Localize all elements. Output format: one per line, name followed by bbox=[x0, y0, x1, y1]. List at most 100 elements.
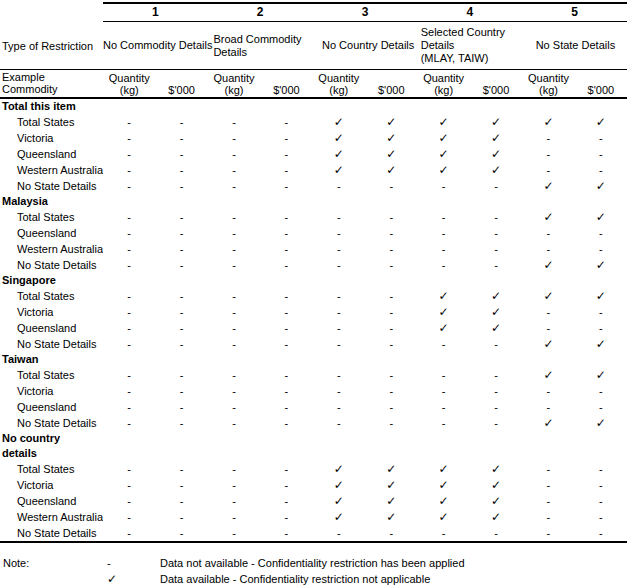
value-header-5: $'000 bbox=[575, 70, 627, 97]
table-row: Victoria---------- bbox=[0, 383, 627, 399]
dash-cell: - bbox=[470, 257, 522, 273]
restriction-label-3: No Country Details bbox=[317, 22, 420, 69]
table-row: Total States----✓✓✓✓✓✓ bbox=[0, 114, 627, 130]
dash-cell: - bbox=[260, 241, 312, 257]
dash-cell: - bbox=[103, 241, 155, 257]
dash-cell: - bbox=[260, 257, 312, 273]
dash-cell: - bbox=[470, 415, 522, 431]
check-cell: ✓ bbox=[470, 288, 522, 304]
row-label: No State Details bbox=[0, 415, 103, 431]
dash-cell: - bbox=[208, 130, 260, 146]
dash-cell: - bbox=[417, 178, 469, 194]
check-cell: ✓ bbox=[313, 162, 365, 178]
check-cell: ✓ bbox=[522, 209, 574, 225]
row-label: No State Details bbox=[0, 525, 103, 541]
dash-cell: - bbox=[155, 304, 207, 320]
table-row: Western Australia----✓✓✓✓-- bbox=[0, 509, 627, 525]
dash-cell: - bbox=[575, 304, 627, 320]
row-cells: --------✓✓ bbox=[103, 336, 627, 352]
note-symbol: ✓ bbox=[103, 571, 160, 587]
note-row: ✓Data available - Confidentiality restri… bbox=[0, 571, 627, 587]
row-cells: ---------- bbox=[103, 383, 627, 399]
dash-cell: - bbox=[260, 383, 312, 399]
check-cell: ✓ bbox=[313, 493, 365, 509]
dash-cell: - bbox=[522, 399, 574, 415]
dash-cell: - bbox=[208, 241, 260, 257]
row-label: Total States bbox=[0, 209, 103, 225]
dash-cell: - bbox=[575, 461, 627, 477]
dash-cell: - bbox=[208, 257, 260, 273]
dash-cell: - bbox=[575, 320, 627, 336]
note-label: Note: bbox=[0, 555, 103, 571]
row-label: Western Australia bbox=[0, 241, 103, 257]
dash-cell: - bbox=[103, 130, 155, 146]
dash-cell: - bbox=[417, 415, 469, 431]
restriction-label-5: No State Details bbox=[524, 22, 627, 69]
value-header-3: $'000 bbox=[365, 70, 417, 97]
check-cell: ✓ bbox=[470, 162, 522, 178]
table-row: Queensland----✓✓✓✓-- bbox=[0, 146, 627, 162]
table-bottom-rule bbox=[0, 541, 627, 543]
dash-cell: - bbox=[155, 525, 207, 541]
dash-cell: - bbox=[260, 130, 312, 146]
check-cell: ✓ bbox=[470, 114, 522, 130]
group-number-2: 2 bbox=[208, 4, 313, 21]
row-label: No State Details bbox=[0, 178, 103, 194]
dash-cell: - bbox=[313, 336, 365, 352]
dash-cell: - bbox=[155, 336, 207, 352]
dash-cell: - bbox=[260, 367, 312, 383]
check-cell: ✓ bbox=[365, 114, 417, 130]
dash-cell: - bbox=[260, 162, 312, 178]
note-label bbox=[0, 571, 103, 587]
row-label: Total States bbox=[0, 114, 103, 130]
dash-cell: - bbox=[260, 304, 312, 320]
row-cells: ----✓✓✓✓-- bbox=[103, 162, 627, 178]
dash-cell: - bbox=[260, 114, 312, 130]
check-cell: ✓ bbox=[365, 162, 417, 178]
check-cell: ✓ bbox=[470, 461, 522, 477]
check-cell: ✓ bbox=[417, 477, 469, 493]
group-number-3: 3 bbox=[313, 4, 418, 21]
dash-cell: - bbox=[470, 367, 522, 383]
table-row: Total States------✓✓✓✓ bbox=[0, 288, 627, 304]
dash-cell: - bbox=[365, 288, 417, 304]
table-body: Total this itemTotal States----✓✓✓✓✓✓Vic… bbox=[0, 99, 627, 541]
dash-cell: - bbox=[417, 383, 469, 399]
check-cell: ✓ bbox=[470, 130, 522, 146]
dash-cell: - bbox=[313, 288, 365, 304]
dash-cell: - bbox=[103, 162, 155, 178]
dash-cell: - bbox=[417, 209, 469, 225]
dash-cell: - bbox=[365, 415, 417, 431]
row-label: Queensland bbox=[0, 493, 103, 509]
check-cell: ✓ bbox=[417, 288, 469, 304]
dash-cell: - bbox=[208, 146, 260, 162]
dash-cell: - bbox=[575, 162, 627, 178]
dash-cell: - bbox=[208, 525, 260, 541]
dash-cell: - bbox=[103, 477, 155, 493]
dash-cell: - bbox=[365, 399, 417, 415]
check-cell: ✓ bbox=[417, 320, 469, 336]
dash-cell: - bbox=[155, 288, 207, 304]
group-number-1: 1 bbox=[103, 4, 208, 21]
restriction-area: No Commodity DetailsBroad Commodity Deta… bbox=[103, 22, 627, 69]
dash-cell: - bbox=[208, 336, 260, 352]
dash-cell: - bbox=[470, 525, 522, 541]
row-cells: ------✓✓-- bbox=[103, 320, 627, 336]
subheader-row: Example Commodity Quantity (kg)$'000Quan… bbox=[0, 70, 627, 97]
row-cells: ----✓✓✓✓-- bbox=[103, 146, 627, 162]
section-title: Singapore bbox=[0, 273, 627, 288]
row-label: Western Australia bbox=[0, 162, 103, 178]
row-label: Total States bbox=[0, 367, 103, 383]
dash-cell: - bbox=[522, 162, 574, 178]
dash-cell: - bbox=[575, 146, 627, 162]
dash-cell: - bbox=[260, 320, 312, 336]
row-cells: ----✓✓✓✓-- bbox=[103, 461, 627, 477]
table-row: Victoria----✓✓✓✓-- bbox=[0, 477, 627, 493]
row-cells: --------✓✓ bbox=[103, 178, 627, 194]
check-cell: ✓ bbox=[417, 461, 469, 477]
dash-cell: - bbox=[365, 304, 417, 320]
example-commodity-label: Example Commodity bbox=[0, 70, 103, 97]
dash-cell: - bbox=[260, 415, 312, 431]
check-cell: ✓ bbox=[522, 257, 574, 273]
confidentiality-restriction-table-page: 12345 Type of Restriction No Commodity D… bbox=[0, 0, 627, 587]
